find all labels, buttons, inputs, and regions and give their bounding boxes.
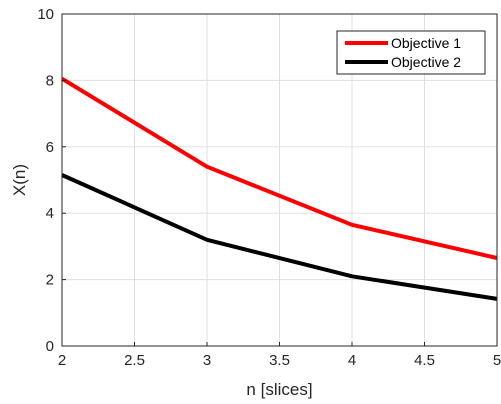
legend-label-objective-2: Objective 2: [391, 54, 461, 70]
y-tick-label: 2: [46, 272, 54, 289]
x-tick-label: 5: [493, 352, 501, 369]
legend: Objective 1 Objective 2: [336, 30, 486, 75]
x-tick-label: 2.5: [124, 352, 145, 369]
y-tick-label: 6: [46, 139, 54, 156]
x-tick-label: 3.5: [269, 352, 290, 369]
series-line-objective-1: [60, 76, 498, 260]
y-axis-label: X(n): [10, 164, 29, 196]
y-tick-label: 8: [46, 72, 54, 89]
x-axis-label: n [slices]: [246, 380, 312, 399]
x-tick-label: 4: [348, 352, 356, 369]
y-tick-label: 10: [37, 6, 54, 23]
series-layer: [60, 76, 498, 301]
axis-ticks: [61, 13, 498, 347]
y-tick-label: 0: [46, 338, 54, 355]
y-tick-label: 4: [46, 205, 54, 222]
x-tick-label: 4.5: [414, 352, 435, 369]
legend-box: [336, 30, 486, 75]
legend-label-objective-1: Objective 1: [391, 35, 461, 51]
series-line-objective-2: [61, 173, 498, 301]
x-tick-label: 3: [203, 352, 211, 369]
x-tick-label: 2: [58, 352, 66, 369]
